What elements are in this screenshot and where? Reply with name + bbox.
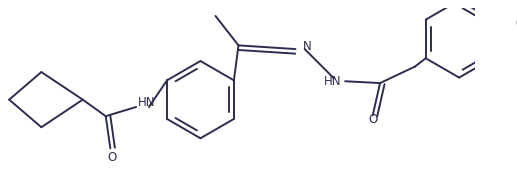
Text: HN: HN: [138, 96, 156, 109]
Text: O: O: [108, 151, 117, 164]
Text: HN: HN: [324, 75, 341, 88]
Text: N: N: [303, 40, 312, 53]
Text: O: O: [368, 113, 377, 126]
Text: O: O: [515, 17, 517, 30]
